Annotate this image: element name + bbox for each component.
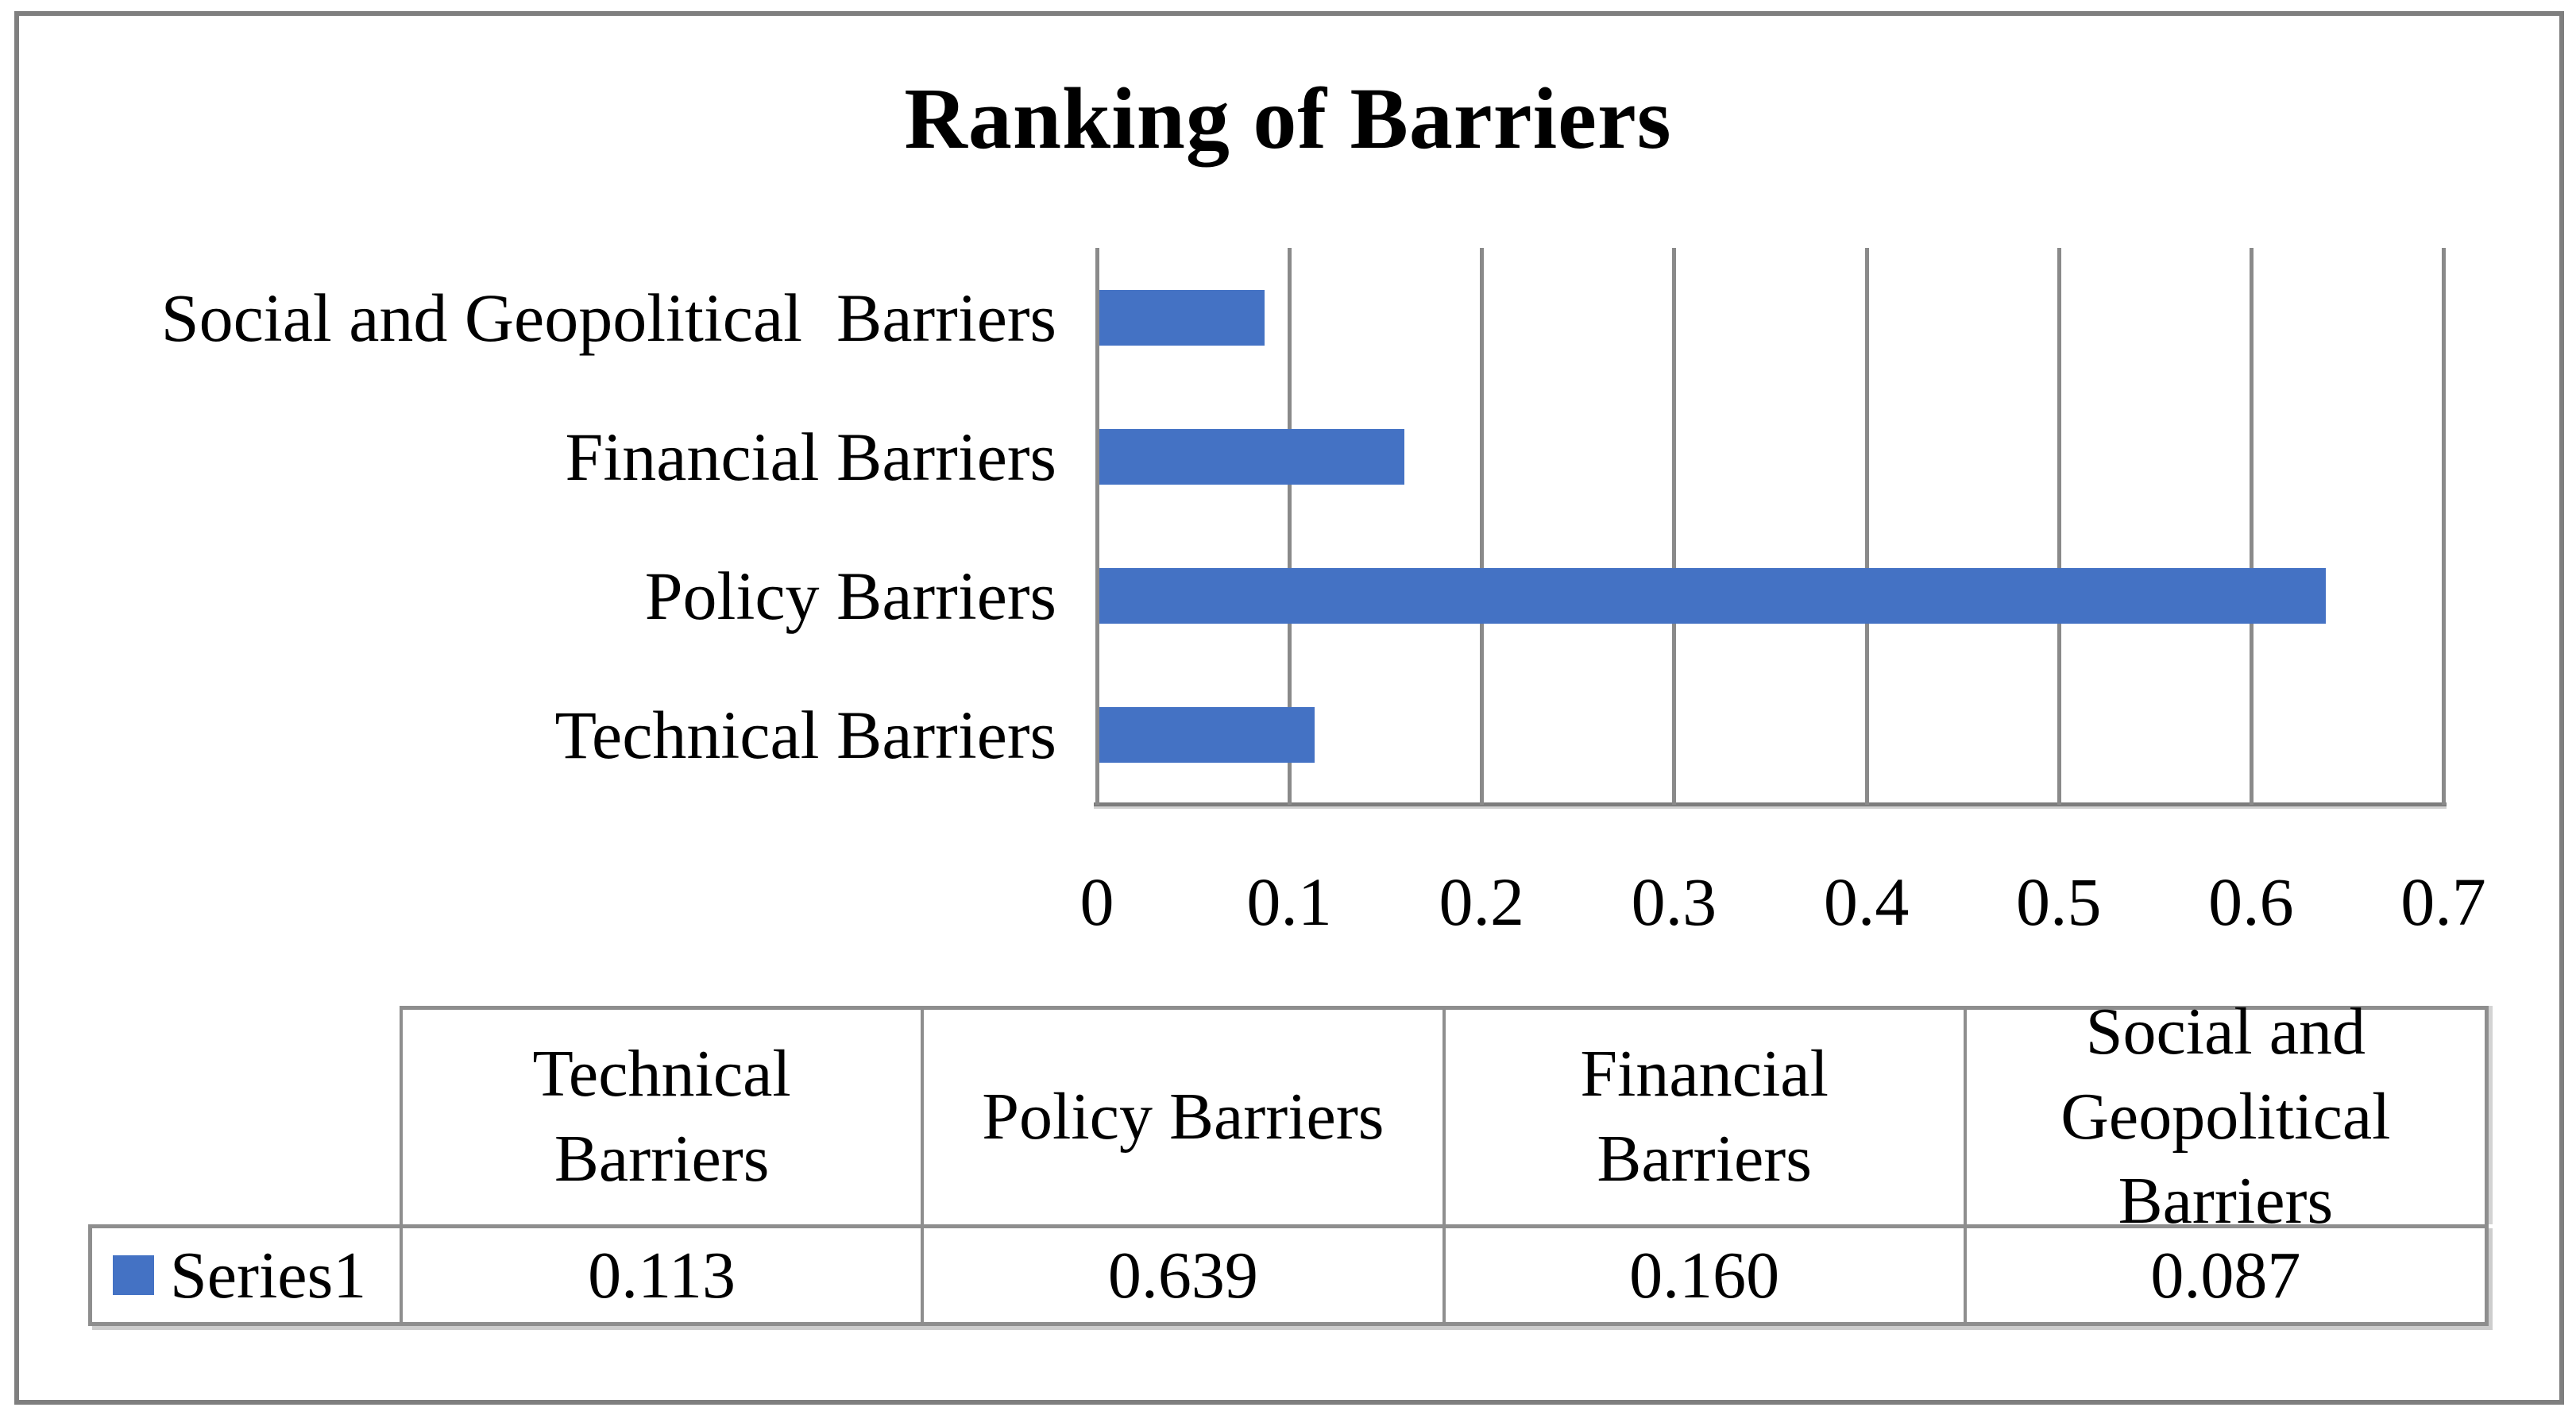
bar-technical-barriers — [1099, 707, 1315, 764]
category-label-social-and-geopolitical-barriers: Social and Geopolitical Barriers — [160, 279, 1056, 356]
gridline-0.5 — [2057, 248, 2061, 805]
x-tick-label-0.6: 0.6 — [2208, 864, 2294, 940]
bar-policy-barriers — [1099, 568, 2327, 624]
x-tick-label-0.2: 0.2 — [1439, 864, 1525, 940]
x-axis-tick-labels: 0 0.1 0.2 0.3 0.4 0.5 0.6 0.7 — [1080, 858, 2486, 953]
gridline-0.3 — [1672, 248, 1677, 805]
x-tick-label-0.1: 0.1 — [1246, 864, 1332, 940]
gridline-0.2 — [1480, 248, 1485, 805]
table-header-financial-barriers: Financial Barriers — [1446, 1010, 1967, 1224]
gridline-0.1 — [1288, 248, 1292, 805]
data-table-series-row: Series1 0.113 0.639 0.160 0.087 — [88, 1224, 2489, 1326]
table-header-social-geopolitical-barriers: Social and Geopolitical Barriers — [2060, 995, 2391, 1239]
x-tick-label-0.7: 0.7 — [2400, 864, 2486, 940]
table-header-technical-barriers: Technical Barriers — [403, 1010, 925, 1224]
category-axis-labels: Social and Geopolitical Barriers Financia… — [48, 248, 1056, 805]
x-tick-label-0.4: 0.4 — [1823, 864, 1910, 940]
table-value-social-geopolitical-barriers: 0.087 — [1963, 1228, 2485, 1322]
table-value-financial-barriers: 0.160 — [1442, 1228, 1964, 1322]
category-label-technical-barriers: Technical Barriers — [554, 697, 1056, 774]
table-header-policy-barriers: Policy Barriers — [924, 1010, 1446, 1224]
x-tick-label-0.3: 0.3 — [1631, 864, 1717, 940]
table-value-technical-barriers: 0.113 — [400, 1228, 921, 1322]
bar-financial-barriers — [1099, 428, 1405, 485]
legend-cell: Series1 — [92, 1228, 400, 1322]
gridline-0.6 — [2249, 248, 2254, 805]
category-label-policy-barriers: Policy Barriers — [644, 558, 1056, 635]
chart-title: Ranking of Barriers — [904, 70, 1672, 167]
series1-legend-swatch-icon — [113, 1255, 154, 1295]
gridline-0.4 — [1864, 248, 1869, 805]
x-tick-label-0: 0 — [1079, 864, 1114, 940]
table-value-policy-barriers: 0.639 — [921, 1228, 1442, 1322]
plot-area — [1094, 248, 2447, 806]
bar-social-and-geopolitical-barriers — [1099, 289, 1265, 346]
x-axis-line — [1094, 802, 2447, 806]
data-table-header-row: Technical Barriers Policy Barriers Finan… — [400, 995, 2489, 1239]
category-label-financial-barriers: Financial Barriers — [565, 418, 1056, 495]
x-tick-label-0.5: 0.5 — [2015, 864, 2102, 940]
chart-outer-border — [14, 11, 2564, 1405]
series-name-label: Series1 — [170, 1238, 367, 1313]
gridline-0 — [1095, 248, 1099, 805]
gridline-0.7 — [2442, 248, 2446, 805]
